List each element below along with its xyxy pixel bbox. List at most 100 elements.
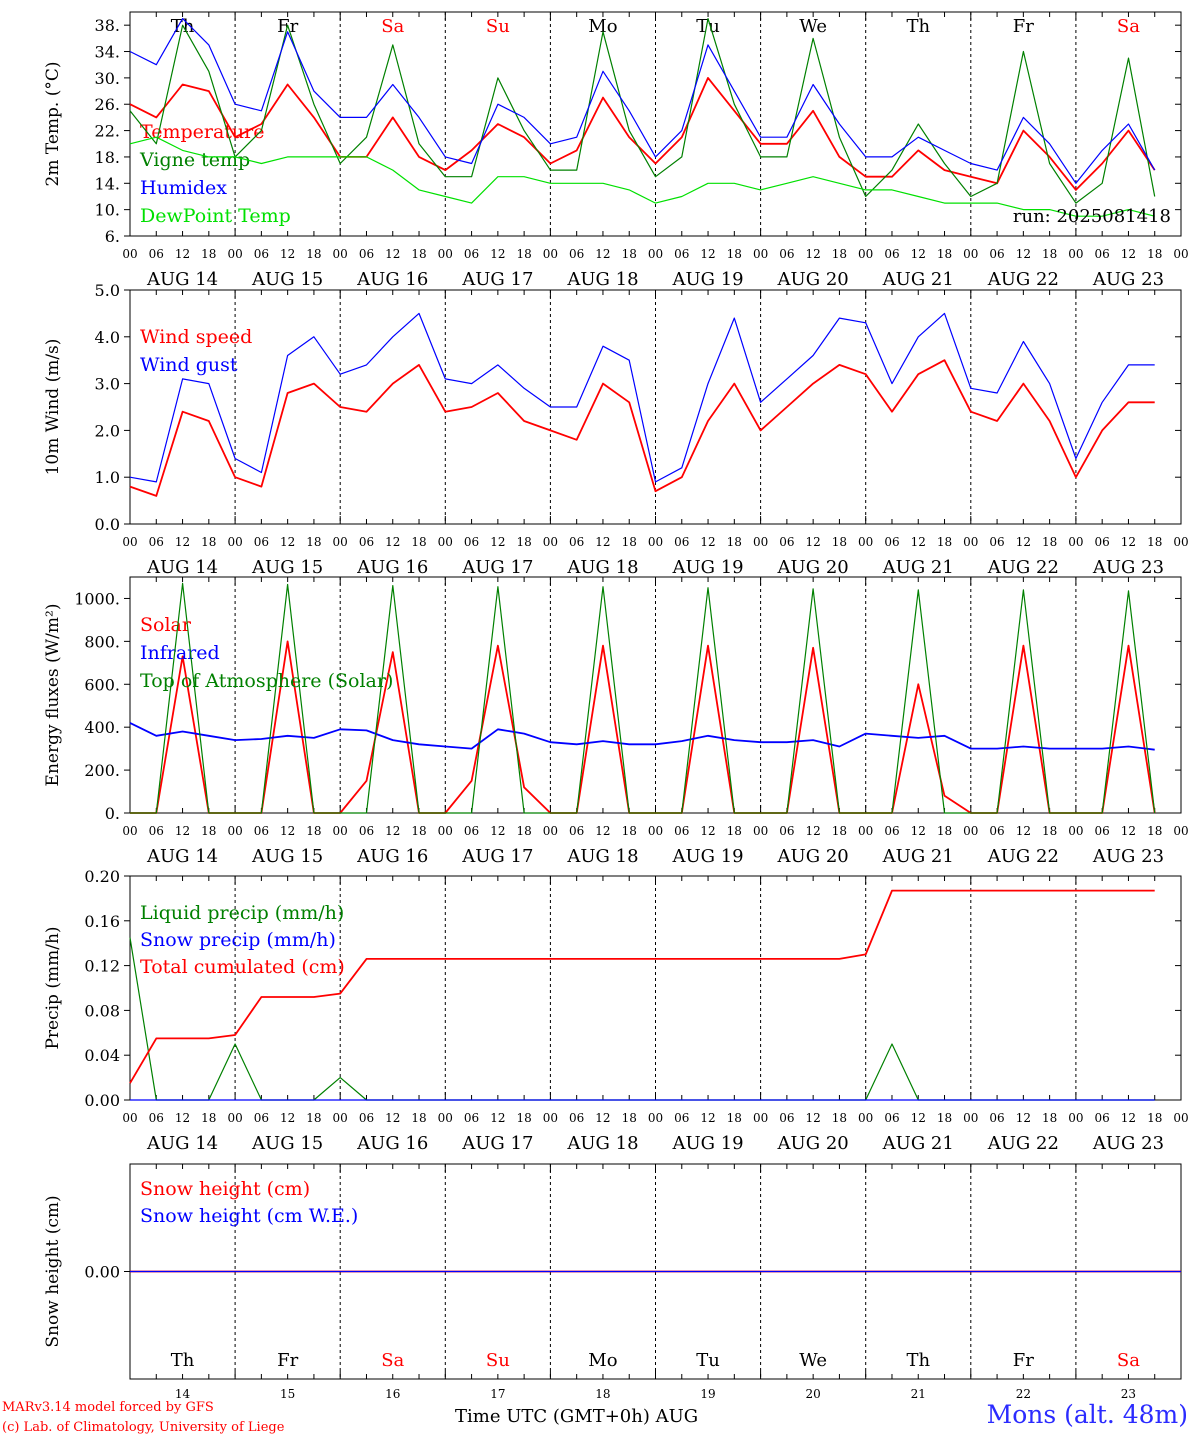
y-tick-label: 0.00 bbox=[84, 1263, 120, 1282]
bottom-day-number: 18 bbox=[595, 1387, 610, 1401]
bottom-day-number: 20 bbox=[806, 1387, 821, 1401]
x-tick-label: 06 bbox=[464, 535, 479, 549]
x-tick-label: 06 bbox=[359, 247, 374, 261]
y-tick-label: 34. bbox=[95, 43, 120, 62]
date-label: AUG 19 bbox=[671, 1133, 743, 1154]
y-axis-label: 10m Wind (m/s) bbox=[43, 339, 63, 476]
x-axis-title: Time UTC (GMT+0h) AUG bbox=[455, 1406, 698, 1427]
x-tick-label: 00 bbox=[648, 824, 663, 838]
date-label: AUG 18 bbox=[566, 846, 638, 867]
x-tick-label: 18 bbox=[832, 824, 847, 838]
date-label: AUG 15 bbox=[251, 1133, 323, 1154]
x-tick-label: 00 bbox=[753, 1111, 768, 1125]
x-tick-label: 18 bbox=[832, 535, 847, 549]
x-tick-label: 06 bbox=[884, 247, 899, 261]
day-name-label: Tu bbox=[696, 16, 720, 37]
legend-entry: Infrared bbox=[140, 642, 220, 664]
bottom-day-number: 23 bbox=[1121, 1387, 1136, 1401]
legend-entry: Wind gust bbox=[140, 354, 238, 376]
x-tick-label: 00 bbox=[1068, 824, 1083, 838]
y-tick-label: 1.0 bbox=[95, 468, 120, 487]
x-tick-label: 12 bbox=[1121, 1111, 1136, 1125]
x-tick-label: 18 bbox=[516, 824, 531, 838]
x-tick-label: 00 bbox=[648, 247, 663, 261]
x-tick-label: 18 bbox=[306, 535, 321, 549]
x-tick-label: 12 bbox=[175, 535, 190, 549]
x-tick-label: 18 bbox=[937, 535, 952, 549]
x-tick-label: 00 bbox=[122, 1111, 137, 1125]
x-tick-label: 12 bbox=[595, 535, 610, 549]
x-tick-label: 18 bbox=[1042, 1111, 1057, 1125]
y-tick-label: 14. bbox=[95, 174, 120, 193]
y-tick-label: 1000. bbox=[74, 589, 120, 608]
x-tick-label: 06 bbox=[674, 824, 689, 838]
x-tick-label: 12 bbox=[385, 824, 400, 838]
x-tick-label: 12 bbox=[385, 247, 400, 261]
x-tick-label: 18 bbox=[1147, 824, 1162, 838]
lab-credit: (c) Lab. of Climatology, University of L… bbox=[2, 1420, 285, 1435]
x-tick-label: 06 bbox=[464, 824, 479, 838]
x-tick-label: 18 bbox=[937, 1111, 952, 1125]
x-tick-label: 00 bbox=[753, 247, 768, 261]
x-tick-label: 06 bbox=[989, 1111, 1004, 1125]
x-tick-label: 12 bbox=[806, 535, 821, 549]
x-tick-label: 00 bbox=[438, 535, 453, 549]
x-tick-label: 06 bbox=[569, 535, 584, 549]
legend-entry: Temperature bbox=[140, 121, 264, 143]
x-tick-label: 00 bbox=[1068, 535, 1083, 549]
x-tick-label: 12 bbox=[490, 1111, 505, 1125]
x-tick-label: 12 bbox=[700, 247, 715, 261]
date-label: AUG 15 bbox=[251, 846, 323, 867]
date-label: AUG 18 bbox=[566, 1133, 638, 1154]
x-tick-label: 06 bbox=[254, 824, 269, 838]
date-label: AUG 14 bbox=[146, 269, 218, 290]
x-tick-label: 18 bbox=[411, 247, 426, 261]
x-tick-label: 00 bbox=[543, 535, 558, 549]
x-tick-label: 12 bbox=[1016, 247, 1031, 261]
day-name-label: We bbox=[799, 16, 827, 37]
x-tick-label: 00 bbox=[227, 535, 242, 549]
x-tick-label: 06 bbox=[464, 247, 479, 261]
date-label: AUG 19 bbox=[671, 557, 743, 578]
x-tick-label: 00 bbox=[227, 1111, 242, 1125]
x-tick-label: 18 bbox=[306, 1111, 321, 1125]
x-tick-label: 06 bbox=[989, 247, 1004, 261]
x-tick-label: 18 bbox=[727, 247, 742, 261]
y-tick-label: 26. bbox=[95, 95, 120, 114]
x-tick-label: 12 bbox=[175, 824, 190, 838]
x-tick-label: 18 bbox=[201, 535, 216, 549]
x-tick-label: 12 bbox=[595, 247, 610, 261]
x-tick-label: 06 bbox=[254, 247, 269, 261]
date-label: AUG 15 bbox=[251, 269, 323, 290]
panel-3: 0. 200. 400. 600. 800. 1000. Energy fluxes (W/… bbox=[43, 576, 1189, 867]
legend-entry: Vigne temp bbox=[139, 149, 250, 171]
run-annotation: run: 2025081418 bbox=[1013, 206, 1171, 227]
x-tick-label: 06 bbox=[779, 247, 794, 261]
x-tick-label: 12 bbox=[806, 1111, 821, 1125]
x-tick-label: 18 bbox=[516, 535, 531, 549]
day-name-label: Su bbox=[486, 16, 510, 37]
plot-frame bbox=[129, 11, 1182, 237]
x-tick-label: 12 bbox=[490, 535, 505, 549]
x-tick-label: 06 bbox=[464, 1111, 479, 1125]
legend-entry: Top of Atmosphere (Solar) bbox=[140, 670, 393, 692]
date-label: AUG 14 bbox=[146, 557, 218, 578]
date-label: AUG 23 bbox=[1092, 269, 1164, 290]
x-tick-label: 06 bbox=[149, 1111, 164, 1125]
x-tick-label: 12 bbox=[175, 247, 190, 261]
x-tick-label: 06 bbox=[569, 824, 584, 838]
series-line-dewpoint-temp bbox=[129, 136, 1155, 217]
y-tick-label: 2.0 bbox=[95, 421, 120, 440]
bottom-day-number: 21 bbox=[911, 1387, 926, 1401]
x-tick-label: 06 bbox=[149, 824, 164, 838]
y-tick-label: 22. bbox=[95, 122, 120, 141]
x-tick-label: 06 bbox=[674, 535, 689, 549]
x-tick-label: 06 bbox=[254, 1111, 269, 1125]
x-tick-label: 12 bbox=[911, 1111, 926, 1125]
legend-entry: Snow height (cm) bbox=[140, 1178, 310, 1200]
x-tick-label: 12 bbox=[806, 824, 821, 838]
x-tick-label: 06 bbox=[1095, 824, 1110, 838]
date-label: AUG 21 bbox=[882, 846, 954, 867]
legend-entry: DewPoint Temp bbox=[140, 205, 291, 227]
x-axis-month: AUG bbox=[655, 1406, 699, 1427]
